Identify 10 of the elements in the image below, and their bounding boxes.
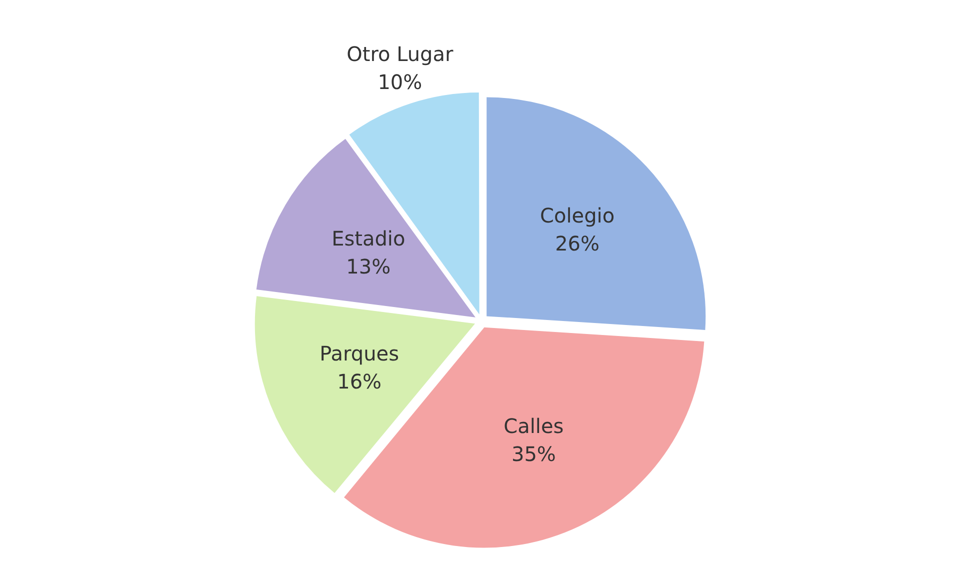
slice-label: Otro Lugar [346, 42, 454, 66]
data-label: 10% [378, 70, 422, 94]
slice-label: Parques [320, 342, 400, 366]
slice-label: Colegio [540, 203, 615, 228]
slice-label: Estadio [332, 226, 406, 250]
data-label: 13% [346, 254, 391, 278]
data-label: 16% [337, 370, 382, 394]
data-label: 35% [511, 442, 556, 466]
slice-label: Calles [504, 414, 564, 438]
data-label: 26% [555, 231, 600, 256]
